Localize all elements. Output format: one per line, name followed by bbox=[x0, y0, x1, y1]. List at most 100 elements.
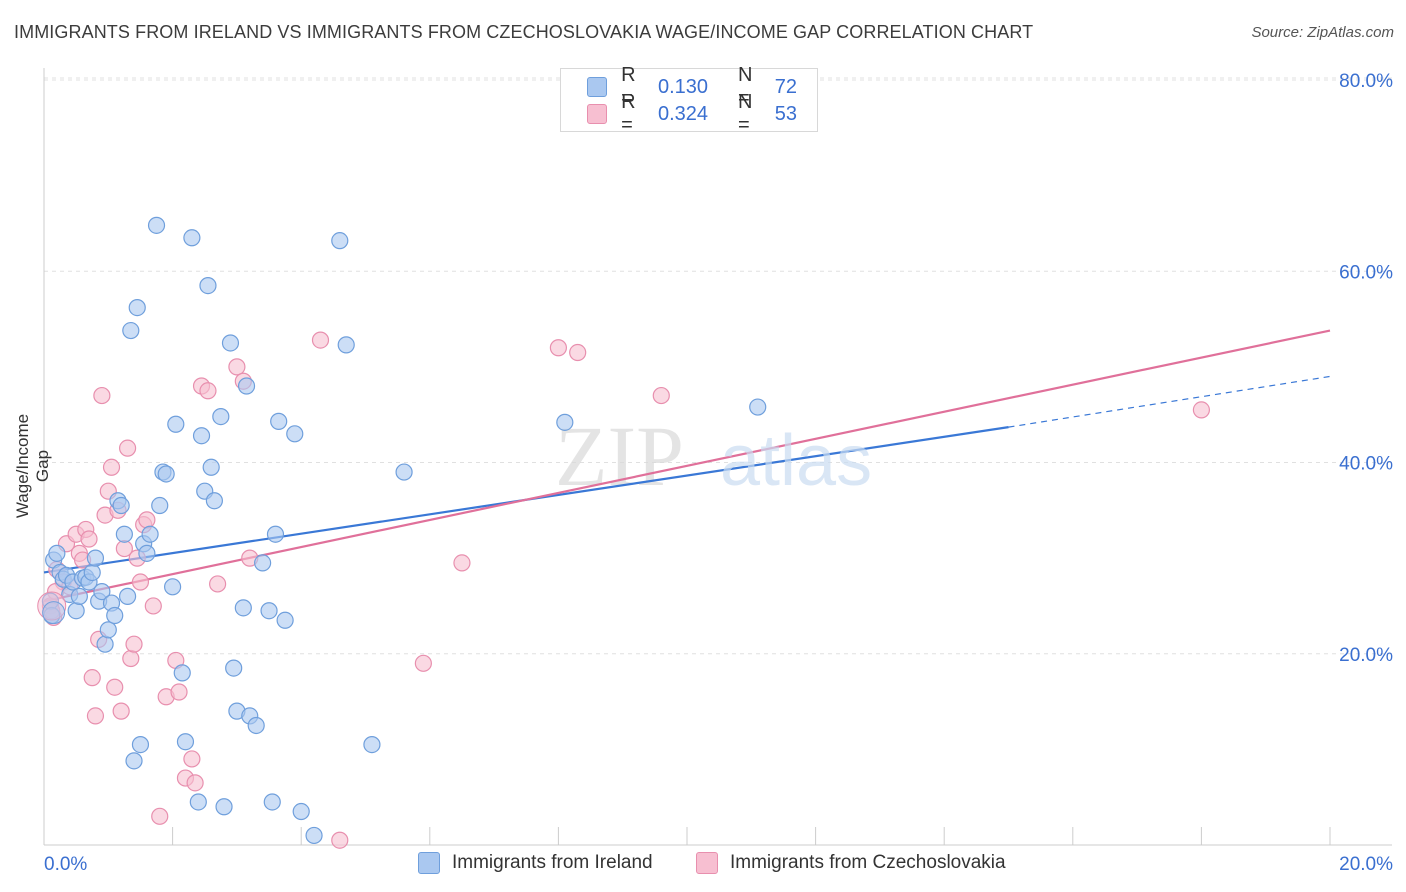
tick-labels: 20.0% 40.0% 60.0% 80.0% 0.0% 20.0% bbox=[44, 71, 1393, 875]
point-ireland bbox=[556, 413, 574, 431]
point-ireland bbox=[189, 793, 207, 811]
point-ireland bbox=[254, 554, 272, 572]
point-ireland bbox=[234, 599, 252, 617]
point-czech bbox=[112, 702, 130, 720]
point-ireland bbox=[128, 298, 146, 317]
legend-item-ireland: Immigrants from Ireland bbox=[418, 852, 653, 874]
series-legend: Immigrants from Ireland Immigrants from … bbox=[0, 852, 1406, 878]
point-ireland bbox=[42, 601, 66, 625]
point-ireland bbox=[199, 276, 217, 295]
y-tick-label: 60.0% bbox=[1339, 262, 1393, 283]
point-ireland bbox=[337, 336, 355, 354]
point-czech bbox=[83, 669, 101, 687]
point-ireland bbox=[115, 525, 133, 543]
point-czech bbox=[199, 382, 217, 400]
x-tick-label: 20.0% bbox=[1339, 854, 1393, 875]
point-ireland bbox=[167, 415, 185, 433]
point-czech bbox=[414, 654, 432, 672]
legend-n-value: 72 bbox=[774, 75, 797, 98]
point-czech bbox=[311, 331, 330, 349]
point-czech bbox=[209, 575, 227, 593]
point-ireland bbox=[176, 733, 195, 751]
point-ireland bbox=[157, 465, 175, 483]
point-ireland bbox=[96, 635, 114, 653]
gridlines bbox=[44, 77, 1392, 655]
point-ireland bbox=[164, 578, 182, 596]
legend-item-czech: Immigrants from Czechoslovakia bbox=[696, 852, 1006, 874]
point-ireland bbox=[266, 525, 285, 543]
point-ireland bbox=[363, 735, 381, 754]
legend-swatch-czech bbox=[696, 852, 718, 874]
point-ireland bbox=[192, 427, 211, 445]
legend-row-ireland: R = 0.130 N = 72 bbox=[587, 64, 817, 109]
point-czech bbox=[186, 774, 204, 792]
point-czech bbox=[151, 807, 169, 825]
y-axis-label: Wage/Income Gap bbox=[13, 413, 52, 519]
legend-n-label: N = bbox=[737, 91, 753, 136]
point-czech bbox=[131, 573, 150, 591]
data-points bbox=[37, 216, 1211, 849]
point-ireland bbox=[221, 334, 240, 352]
point-czech bbox=[93, 386, 111, 405]
point-czech bbox=[138, 511, 156, 529]
legend-r-value: 0.130 bbox=[657, 75, 709, 98]
point-ireland bbox=[99, 621, 117, 639]
legend-swatch-ireland bbox=[587, 77, 608, 97]
correlation-legend: R = 0.130 N = 72 R = 0.324 N = 53 bbox=[560, 64, 818, 136]
point-czech bbox=[106, 678, 124, 696]
point-czech bbox=[144, 597, 162, 615]
point-czech bbox=[549, 339, 568, 357]
point-ireland bbox=[286, 425, 304, 443]
legend-label-czech: Immigrants from Czechoslovakia bbox=[730, 852, 1006, 873]
point-czech bbox=[102, 458, 121, 476]
trend-line-ireland-extension bbox=[1008, 375, 1331, 428]
legend-swatch-czech bbox=[587, 104, 608, 124]
point-ireland bbox=[205, 492, 223, 510]
point-ireland bbox=[86, 549, 105, 567]
point-czech bbox=[122, 649, 140, 668]
point-czech bbox=[331, 831, 349, 849]
point-ireland bbox=[270, 412, 288, 430]
point-ireland bbox=[93, 582, 111, 601]
point-czech bbox=[125, 635, 143, 653]
point-ireland bbox=[147, 216, 166, 234]
legend-r-label: R = bbox=[621, 91, 636, 136]
point-czech bbox=[80, 530, 98, 548]
chart-title: IMMIGRANTS FROM IRELAND VS IMMIGRANTS FR… bbox=[14, 22, 1034, 42]
point-ireland bbox=[70, 587, 88, 605]
legend-r-value: 0.324 bbox=[657, 102, 709, 125]
point-ireland bbox=[395, 463, 413, 481]
legend-n-label: N = bbox=[737, 64, 753, 109]
legend-n-value: 53 bbox=[774, 102, 797, 125]
point-ireland bbox=[202, 458, 220, 476]
y-tick-label: 20.0% bbox=[1339, 645, 1393, 666]
point-ireland bbox=[173, 664, 191, 682]
point-ireland bbox=[83, 563, 101, 582]
axes bbox=[43, 68, 1392, 846]
legend-label-ireland: Immigrants from Ireland bbox=[452, 852, 653, 873]
point-czech bbox=[652, 386, 670, 405]
point-czech bbox=[86, 707, 105, 725]
legend-row-czech: R = 0.324 N = 53 bbox=[587, 91, 817, 136]
point-ireland bbox=[749, 398, 767, 416]
y-tick-label: 80.0% bbox=[1339, 71, 1393, 92]
point-ireland bbox=[122, 321, 140, 340]
point-czech bbox=[453, 554, 471, 572]
watermark-atlas: atlas bbox=[720, 421, 872, 501]
point-ireland bbox=[183, 229, 201, 247]
point-czech bbox=[228, 358, 246, 376]
legend-swatch-ireland bbox=[418, 852, 440, 874]
point-ireland bbox=[151, 496, 169, 515]
point-ireland bbox=[225, 659, 243, 677]
y-tick-label: 40.0% bbox=[1339, 454, 1393, 475]
point-ireland bbox=[112, 496, 130, 515]
point-ireland bbox=[125, 752, 143, 770]
point-czech bbox=[1192, 401, 1211, 419]
point-ireland bbox=[106, 606, 124, 625]
source-label: Source: ZipAtlas.com bbox=[1251, 24, 1394, 41]
point-ireland bbox=[237, 377, 256, 395]
point-ireland bbox=[138, 544, 156, 562]
point-ireland bbox=[118, 587, 137, 605]
point-ireland bbox=[141, 525, 159, 543]
